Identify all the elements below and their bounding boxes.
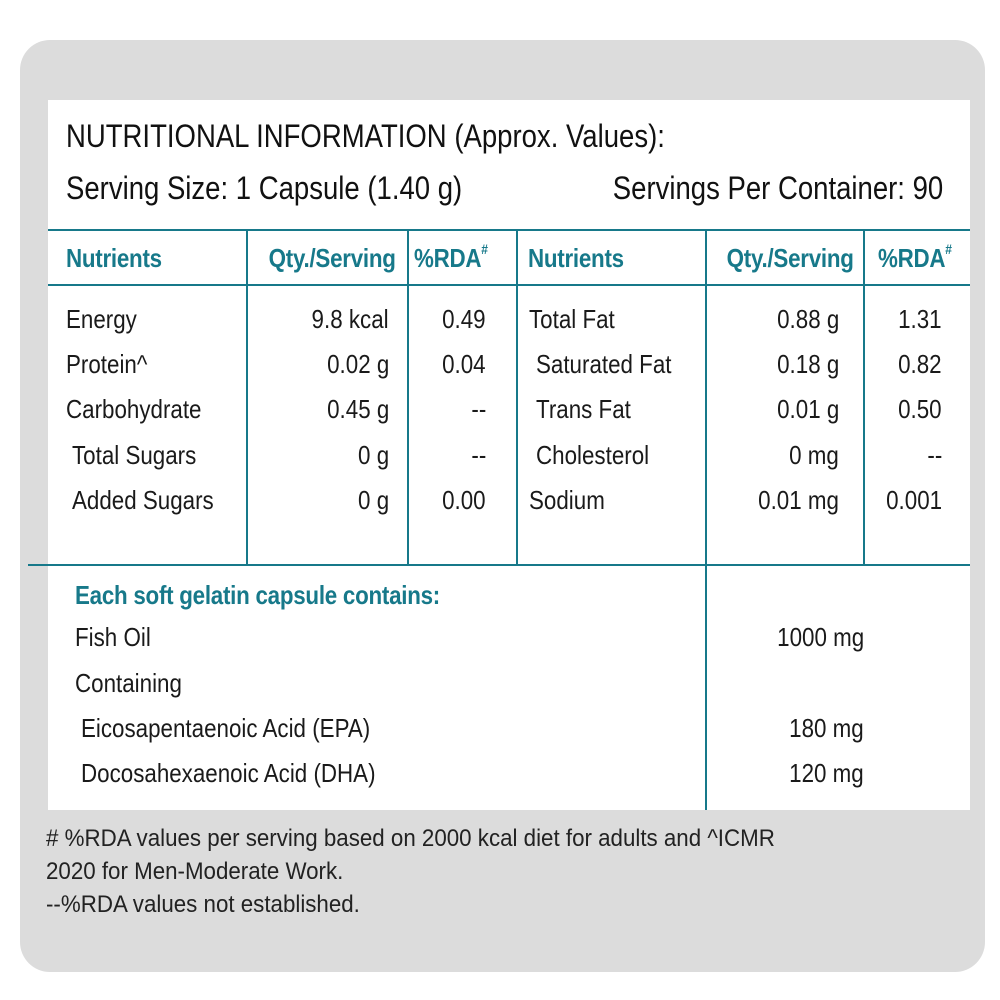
column-divider [407, 229, 409, 565]
nutrient-rda: 0.04 [442, 349, 486, 379]
table-top-rule [48, 229, 970, 231]
capsule-ingredient-qty: 1000 mg [776, 622, 864, 652]
nutrient-rda: 0.82 [898, 349, 942, 379]
nutrient-rda: -- [471, 440, 486, 470]
label-title: NUTRITIONAL INFORMATION (Approx. Values)… [66, 118, 665, 154]
footnote-line: 2020 for Men-Moderate Work. [46, 858, 344, 885]
nutrient-qty: 0.02 g [326, 349, 389, 379]
nutrient-name: Energy [66, 304, 137, 334]
nutrient-name: Saturated Fat [536, 349, 672, 379]
servings-per-container: Servings Per Container: 90 [612, 170, 943, 206]
header-nutrients-left: Nutrients [66, 243, 162, 273]
nutrient-name: Total Sugars [72, 440, 197, 470]
nutrient-qty: 0 g [357, 440, 389, 470]
capsule-ingredient-name: Docosahexaenoic Acid (DHA) [81, 758, 376, 788]
nutrient-qty: 0.01 mg [758, 485, 839, 515]
nutrient-rda: 1.31 [898, 304, 942, 334]
nutrient-rda: 0.001 [886, 485, 942, 515]
header-nutrients-right: Nutrients [528, 243, 624, 273]
header-rule [48, 284, 970, 286]
capsule-heading: Each soft gelatin capsule contains: [75, 580, 440, 610]
column-divider [863, 229, 865, 565]
footnote-line: --%RDA values not established. [46, 891, 360, 918]
nutrient-rda: -- [471, 394, 486, 424]
column-divider [705, 229, 707, 810]
nutrient-name: Cholesterol [536, 440, 650, 470]
nutrient-qty: 0 g [357, 485, 389, 515]
nutrition-panel [48, 100, 970, 810]
nutrient-qty: 0.18 g [776, 349, 839, 379]
nutrient-qty: 0.45 g [326, 394, 389, 424]
nutrient-qty: 0.01 g [776, 394, 839, 424]
nutrient-rda: 0.49 [442, 304, 486, 334]
nutrient-name: Added Sugars [72, 485, 214, 515]
capsule-ingredient-name: Fish Oil [75, 622, 151, 652]
nutrient-qty: 9.8 kcal [311, 304, 389, 334]
nutrient-name: Carbohydrate [66, 394, 202, 424]
nutrient-name: Protein^ [66, 349, 148, 379]
capsule-ingredient-name: Eicosapentaenoic Acid (EPA) [81, 713, 371, 743]
nutrient-rda: 0.50 [898, 394, 942, 424]
footnote-line: # %RDA values per serving based on 2000 … [46, 825, 775, 852]
column-divider [246, 229, 248, 565]
header-rda-right: %RDA# [878, 241, 952, 273]
nutrient-name: Total Fat [529, 304, 615, 334]
nutrient-qty: 0.88 g [776, 304, 839, 334]
capsule-ingredient-qty: 180 mg [789, 713, 864, 743]
nutrient-name: Sodium [529, 485, 605, 515]
nutrient-rda: -- [927, 440, 942, 470]
column-divider [516, 229, 518, 565]
serving-size: Serving Size: 1 Capsule (1.40 g) [66, 170, 463, 206]
header-qty-right: Qty./Serving [727, 243, 854, 273]
header-qty-left: Qty./Serving [269, 243, 396, 273]
nutrient-qty: 0 mg [789, 440, 839, 470]
section-rule [28, 564, 970, 566]
nutrient-name: Trans Fat [536, 394, 631, 424]
capsule-ingredient-qty: 120 mg [789, 758, 864, 788]
header-rda-left: %RDA# [414, 241, 488, 273]
capsule-ingredient-name: Containing [75, 668, 182, 698]
nutrient-rda: 0.00 [442, 485, 486, 515]
